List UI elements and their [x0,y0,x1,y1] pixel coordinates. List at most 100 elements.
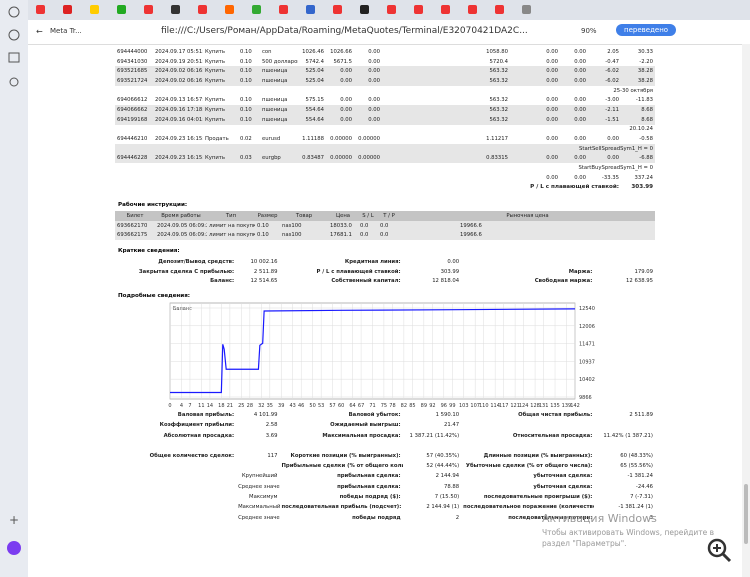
cell: 2024.09.23 16:15:01 [155,136,203,143]
x-tick-label: 103 [459,403,469,409]
row: Коэффициент прибыли: 2.58 Ожидаемый выигры… [115,420,655,430]
details-table: Валовая прибыль: 4 101.99 Валовой убыток: 1… [115,410,655,523]
url[interactable]: file:///C:/Users/Роман/AppData/Roaming/M… [161,26,528,36]
cell: прибыльная сделка: [337,483,401,490]
x-tick-label: 131 [539,403,549,409]
gap-row [115,441,655,451]
tab-icon[interactable] [144,5,153,14]
chart-label: Баланс [173,306,192,312]
x-tick-label: 39 [278,403,284,409]
cell: 1.11217 [486,136,508,143]
cell: -1 381.24 (1) [618,504,653,511]
cell: 0.00 [340,116,352,123]
cell: 575.15 [305,97,324,104]
cell: 0.10 [257,222,269,229]
tab-icon[interactable] [414,5,423,14]
cell: 2.58 [265,422,278,429]
back-button[interactable]: ← [36,27,43,36]
tab-icon[interactable] [387,5,396,14]
icon[interactable] [8,29,20,41]
cell: 0.83487 [302,155,324,162]
cell: Максимум [249,493,278,500]
x-tick-label: 21 [227,403,233,409]
cell: 2024.09.23 16:15:01 [155,155,203,162]
tab-icon[interactable] [63,5,72,14]
row: 20.10.24 [115,125,655,135]
icon[interactable] [9,77,19,87]
translate-button[interactable]: переведено [616,24,677,36]
cell: 0.00 [447,258,460,265]
zoom-icon[interactable] [706,537,732,563]
row: Закрытая сделка С прибылью: 2 511.89 P / L… [115,267,655,277]
row: Абсолютная просадка: 3.69 Максимальная про… [115,431,655,441]
empty-cell [461,420,594,430]
tab-icon[interactable] [306,5,315,14]
tab-title[interactable]: Meta Tr... [50,27,82,35]
y-tick-label: 9866 [579,395,592,401]
scrollbar[interactable] [742,44,750,577]
header-cell: Время работы [161,212,201,219]
row: Среднее значение прибыльная сделка: 78.88 у… [115,481,655,491]
row: Депозит/Вывод средств: 10 002.16 Кредитная… [115,257,655,267]
cell: Длинные позиции (% выигранных): [483,452,593,459]
cell: 0.00 [368,68,380,75]
add-icon[interactable]: + [9,513,19,527]
y-tick-label: 12540 [579,306,595,312]
cell: 11.42% (1 387.21) [603,432,653,439]
cell: -24.46 [635,483,653,490]
y-tick-label: 11471 [579,342,595,348]
icon[interactable] [8,52,20,63]
cell: Абсолютная просадка: [163,432,235,439]
tab-icon[interactable] [36,5,45,14]
x-tick-label: 82 [401,403,407,409]
cell: победы подряд ($): [339,493,401,500]
cell: 694446228 [117,155,148,162]
cell: 693521685 [117,68,148,75]
cell: 78.88 [443,483,460,490]
tab-icon[interactable] [252,5,261,14]
tab-icon[interactable] [441,5,450,14]
tab-icon[interactable] [360,5,369,14]
tab-icon[interactable] [279,5,288,14]
cell: 0.00 [368,106,380,113]
tab-icon[interactable] [522,5,531,14]
cell: 0.00 [368,77,380,84]
x-tick-label: 50 [309,403,315,409]
x-tick-label: 32 [258,403,264,409]
cell: пшеница [262,97,288,104]
tab-icon[interactable] [333,5,342,14]
side-icons: + [7,6,21,555]
assistant-icon[interactable] [7,541,21,555]
cell: -6.02 [605,77,619,84]
cell: 0.00 [574,106,586,113]
x-tick-label: 28 [247,403,253,409]
cell: 563.32 [489,106,508,113]
x-tick-label: 46 [298,403,304,409]
comment: StartBuySpreadSym1_H = 0 [578,165,653,172]
cell: пшеница [262,116,288,123]
zoom[interactable]: 90% [581,27,597,35]
tab-icon[interactable] [468,5,477,14]
balance-line [170,308,576,394]
cell: Купить [205,155,226,162]
cell: 19966.6 [460,222,482,229]
tab-icon[interactable] [90,5,99,14]
cell: 0.10 [240,68,252,75]
scroll-thumb[interactable] [744,484,748,544]
x-tick-label: 96 [441,403,447,409]
cell: 8.68 [641,106,653,113]
tab-icon[interactable] [495,5,504,14]
tab-icon[interactable] [117,5,126,14]
row: 693662170 2024.09.05 06:09:20лимит на пок… [115,220,655,231]
tab-icon[interactable] [225,5,234,14]
cell: 0.00000 [330,136,352,143]
row: StartBuySpreadSym1_H = 0 [115,163,655,173]
x-tick-label: 57 [329,403,335,409]
x-tick-label: 114 [490,403,500,409]
icon[interactable] [8,6,20,18]
empty-cell [236,461,279,471]
tab-icon[interactable] [198,5,207,14]
tab-icon[interactable] [171,5,180,14]
cell: 0.00 [546,97,558,104]
cell: 65 (55.56%) [620,463,653,470]
